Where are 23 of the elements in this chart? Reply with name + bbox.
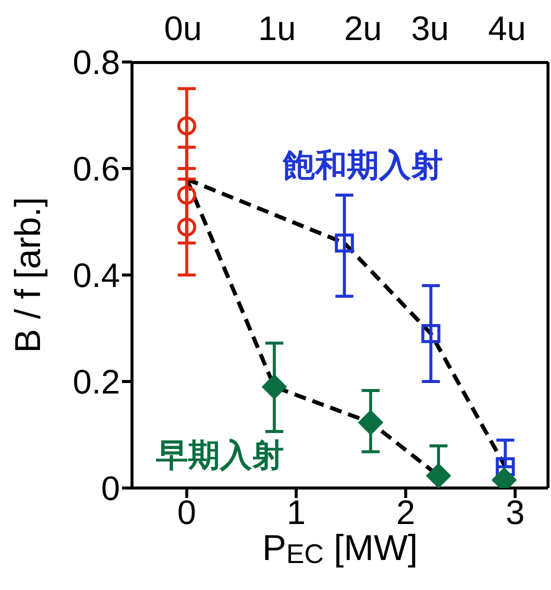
text: 1u — [258, 10, 296, 49]
point — [177, 116, 196, 136]
y-axis-title: B / f [arb.] — [7, 196, 48, 354]
y-tick-label: 0.6 — [72, 150, 120, 189]
text: 4u — [488, 10, 526, 49]
point — [177, 186, 196, 205]
point — [177, 218, 196, 237]
text: 飽和期入射 — [283, 145, 443, 186]
point — [262, 374, 287, 400]
y-tick-label: 0.2 — [72, 364, 120, 402]
series-label: 早期入射 — [156, 435, 284, 476]
text: 0u — [164, 10, 202, 49]
y-tick-label: 0 — [101, 470, 120, 508]
point — [421, 324, 440, 344]
x-tick-label: 3 — [506, 494, 525, 532]
point — [358, 410, 384, 436]
x-tick-label: 0 — [177, 494, 196, 532]
text: 3u — [411, 10, 449, 49]
point — [334, 234, 354, 253]
text: 2u — [344, 10, 382, 49]
y-tick-label: 0.8 — [72, 44, 120, 82]
y-tick-label: 0.4 — [72, 257, 120, 296]
point — [426, 463, 452, 488]
